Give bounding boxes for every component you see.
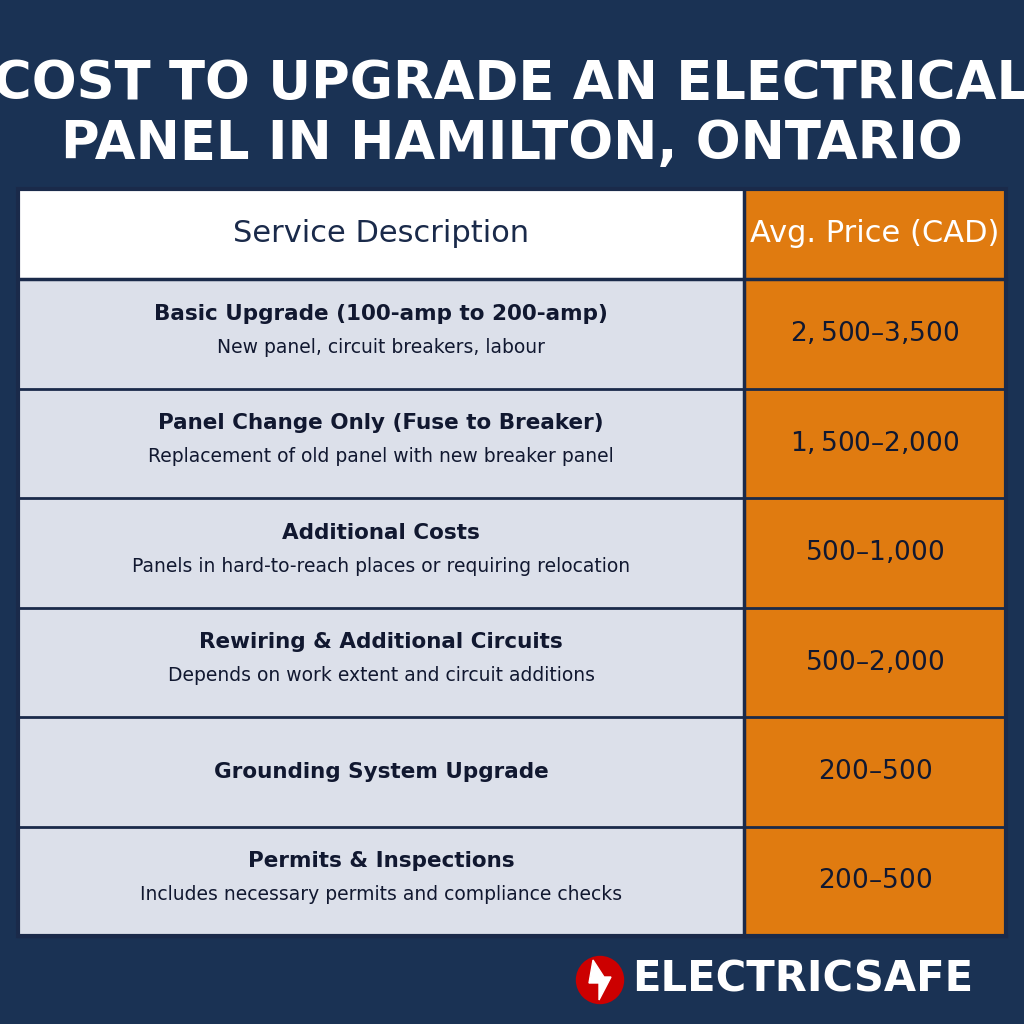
Text: PANEL IN HAMILTON, ONTARIO: PANEL IN HAMILTON, ONTARIO xyxy=(61,118,963,170)
Text: New panel, circuit breakers, labour: New panel, circuit breakers, labour xyxy=(217,338,545,356)
Polygon shape xyxy=(589,961,611,1000)
Text: Depends on work extent and circuit additions: Depends on work extent and circuit addit… xyxy=(168,667,595,685)
Text: Additional Costs: Additional Costs xyxy=(283,522,480,543)
Bar xyxy=(744,189,1006,279)
Bar xyxy=(744,498,1006,607)
Text: Panel Change Only (Fuse to Breaker): Panel Change Only (Fuse to Breaker) xyxy=(159,414,604,433)
Ellipse shape xyxy=(575,955,625,1005)
Text: Replacement of old panel with new breaker panel: Replacement of old panel with new breake… xyxy=(148,447,614,466)
Bar xyxy=(744,607,1006,717)
Bar xyxy=(18,717,744,826)
Text: Basic Upgrade (100-amp to 200-amp): Basic Upgrade (100-amp to 200-amp) xyxy=(155,304,608,324)
Bar xyxy=(18,279,744,388)
Bar xyxy=(744,279,1006,388)
Text: Rewiring & Additional Circuits: Rewiring & Additional Circuits xyxy=(200,632,563,652)
Bar xyxy=(744,388,1006,498)
Text: $2,500 – $3,500: $2,500 – $3,500 xyxy=(791,321,959,347)
Text: ELECTRICSAFE: ELECTRICSAFE xyxy=(632,959,973,1001)
Text: Service Description: Service Description xyxy=(233,219,529,249)
Bar xyxy=(18,607,744,717)
Text: Permits & Inspections: Permits & Inspections xyxy=(248,851,514,871)
Text: Includes necessary permits and compliance checks: Includes necessary permits and complianc… xyxy=(140,886,623,904)
Text: $200 – $500: $200 – $500 xyxy=(818,759,932,784)
Text: COST TO UPGRADE AN ELECTRICAL: COST TO UPGRADE AN ELECTRICAL xyxy=(0,58,1024,110)
Bar xyxy=(18,189,1006,936)
Bar xyxy=(18,388,744,498)
Text: $500 – $1,000: $500 – $1,000 xyxy=(806,540,945,566)
Bar xyxy=(744,717,1006,826)
Text: Panels in hard-to-reach places or requiring relocation: Panels in hard-to-reach places or requir… xyxy=(132,557,630,575)
Text: $500 – $2,000: $500 – $2,000 xyxy=(806,649,945,676)
Bar xyxy=(18,189,744,279)
Bar xyxy=(18,498,744,607)
Text: Avg. Price (CAD): Avg. Price (CAD) xyxy=(751,219,999,249)
Text: $1,500 – $2,000: $1,500 – $2,000 xyxy=(791,430,959,457)
Bar xyxy=(18,826,744,936)
Bar xyxy=(744,826,1006,936)
Text: $200 – $500: $200 – $500 xyxy=(818,868,932,894)
Text: Grounding System Upgrade: Grounding System Upgrade xyxy=(214,762,549,781)
